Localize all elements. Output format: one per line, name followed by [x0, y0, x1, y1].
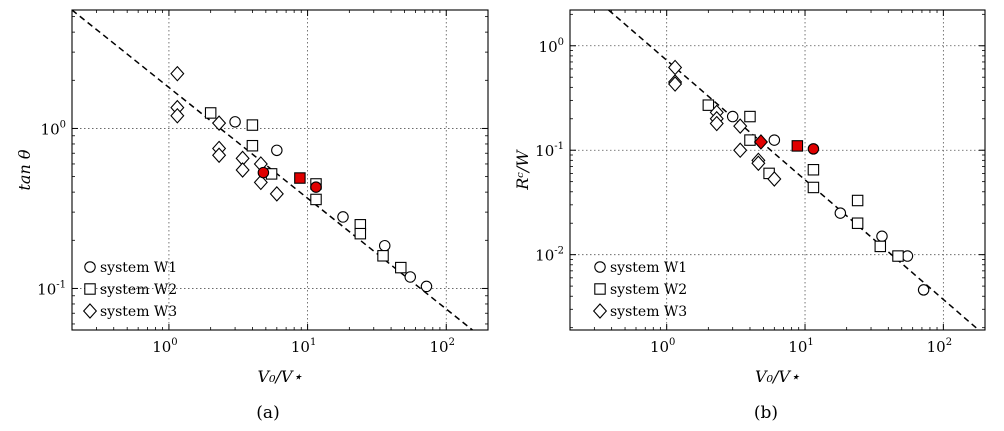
data-point	[170, 107, 185, 124]
data-point	[901, 250, 914, 262]
x-tick-label: 102	[927, 337, 952, 356]
data-point	[733, 142, 748, 159]
series-system-w2	[204, 107, 407, 274]
plot-frame	[71, 9, 489, 331]
data-point	[807, 164, 820, 176]
x-tick-label: 101	[291, 337, 316, 356]
y-tick-label: 100	[539, 37, 564, 56]
data-point	[337, 211, 349, 223]
data-point	[668, 76, 683, 92]
data-point	[709, 115, 724, 132]
data-point	[807, 143, 820, 155]
data-point	[892, 250, 904, 262]
legend-marker	[82, 303, 98, 319]
series-system-w3	[668, 59, 782, 187]
data-point	[310, 193, 322, 206]
series-highlight-4	[294, 172, 306, 184]
legend-entry: system W3	[610, 304, 687, 320]
series-highlight-3	[753, 134, 768, 150]
x-tick-label: 100	[650, 337, 675, 356]
series-highlight-3	[257, 166, 322, 193]
legend-entry: system W1	[100, 260, 177, 276]
data-point	[246, 139, 259, 152]
x-axis-label: V₀/V⋆	[755, 367, 800, 386]
data-point	[753, 134, 768, 150]
data-point	[807, 181, 820, 194]
x-tick-label: 100	[152, 337, 177, 356]
panel-label: (b)	[754, 403, 778, 423]
data-point	[733, 118, 748, 134]
data-point	[404, 271, 417, 283]
data-point	[170, 65, 185, 82]
data-point	[726, 110, 739, 123]
series-system-w1	[229, 116, 433, 293]
data-point	[246, 119, 259, 131]
data-point	[851, 194, 864, 207]
series-highlight-5	[807, 143, 820, 155]
data-point	[702, 99, 715, 111]
legend-marker	[594, 283, 606, 295]
panel-label: (a)	[256, 403, 279, 423]
y-axis-label: tan θ	[15, 149, 34, 190]
data-point	[744, 134, 756, 146]
data-point	[395, 261, 407, 274]
data-point	[253, 174, 268, 191]
x-tick-label: 102	[430, 337, 455, 356]
data-point	[378, 239, 391, 252]
data-point	[377, 250, 389, 262]
y-tick-label: 10-2	[535, 246, 564, 265]
legend-marker	[84, 261, 96, 273]
data-point	[744, 110, 756, 123]
legend-marker	[84, 283, 96, 295]
data-point	[354, 227, 367, 240]
data-point	[420, 280, 433, 293]
data-point	[235, 162, 250, 178]
y-tick-label: 10-1	[535, 141, 564, 160]
legend-entry: system W2	[100, 282, 177, 298]
data-point	[269, 186, 284, 202]
x-axis-label: V₀/V⋆	[258, 367, 303, 386]
series-system-w3	[170, 65, 284, 202]
y-tick-label: 10-1	[37, 279, 66, 298]
y-axis-label: Rᶜ/W	[513, 149, 532, 191]
data-point	[751, 155, 766, 172]
chart-panel-1: 100 101 102 10-1 100 system W1 system W2 system…	[15, 9, 489, 423]
y-tick-label: 100	[41, 119, 66, 138]
data-point	[668, 59, 683, 76]
data-point	[212, 147, 227, 164]
data-point	[791, 140, 804, 152]
data-point	[851, 217, 864, 229]
data-point	[834, 207, 847, 219]
series-highlight-4	[791, 140, 804, 152]
data-point	[257, 166, 270, 179]
fit-line	[608, 10, 980, 330]
data-point	[767, 171, 782, 187]
data-point	[917, 284, 930, 296]
legend-marker	[594, 261, 606, 273]
plot-frame	[569, 9, 986, 331]
data-point	[876, 230, 888, 243]
chart-panel-2: 100 101 102 10-2 10-1 100 system W1 system W2 sy…	[513, 9, 986, 423]
data-point	[229, 116, 241, 128]
data-point	[874, 240, 887, 253]
data-point	[212, 115, 227, 131]
data-point	[294, 172, 306, 184]
data-point	[310, 181, 322, 193]
legend-marker	[592, 303, 608, 319]
legend-entry: system W1	[610, 260, 687, 276]
series-system-w2	[702, 99, 904, 262]
fit-line	[72, 10, 474, 330]
data-point	[768, 134, 781, 146]
data-point	[271, 144, 283, 157]
legend-entry: system W3	[100, 304, 177, 320]
x-tick-label: 101	[788, 337, 813, 356]
data-point	[204, 107, 217, 119]
legend-entry: system W2	[610, 282, 687, 298]
